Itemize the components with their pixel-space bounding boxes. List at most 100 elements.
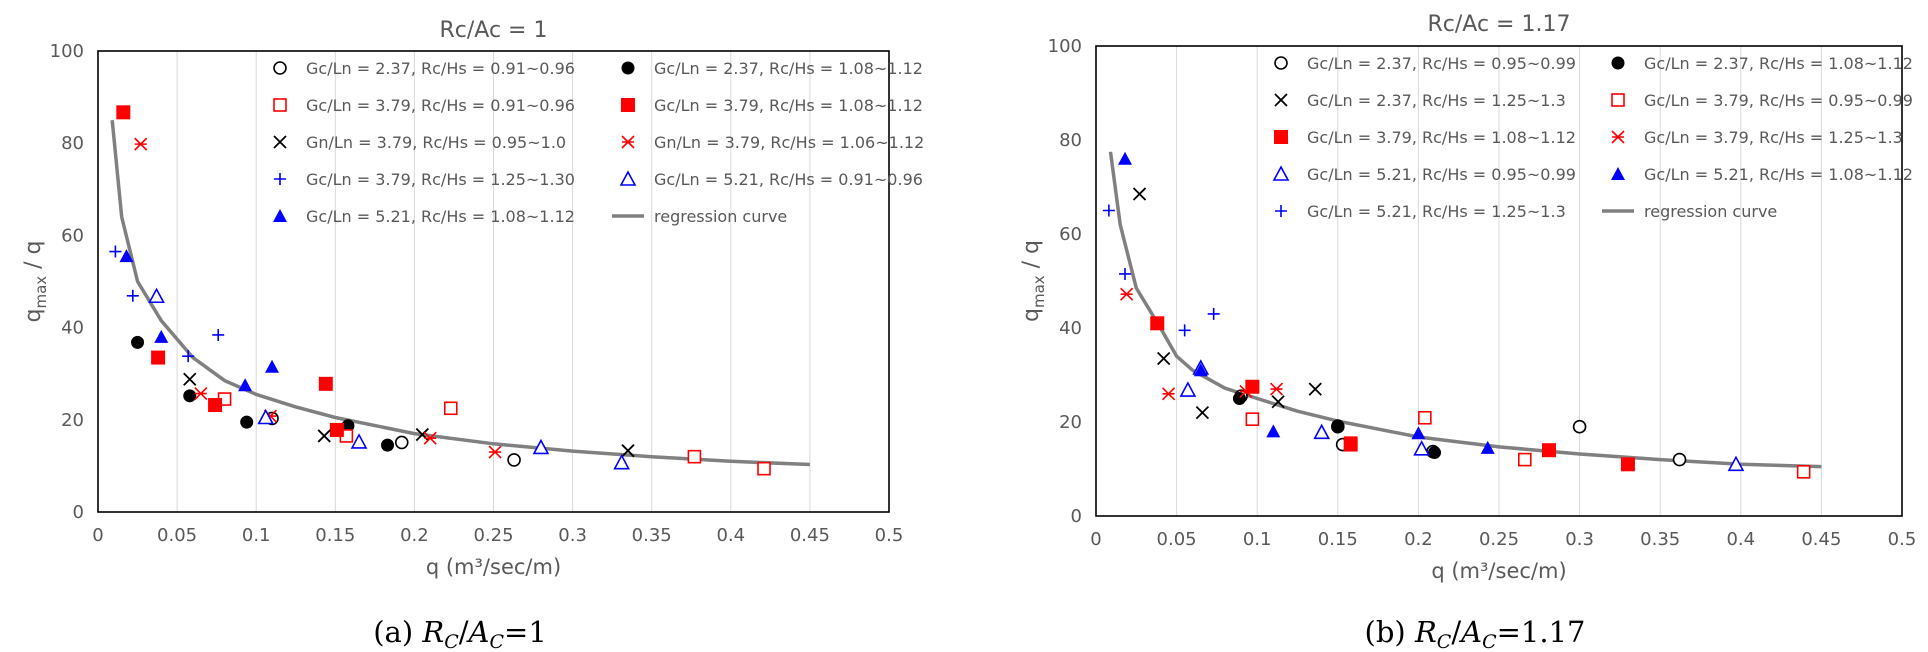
legend-entry: Gc/Ln = 5.21, Rc/Hs = 0.95~0.99 bbox=[1307, 165, 1576, 184]
data-point bbox=[1195, 405, 1210, 420]
y-tick-label: 0 bbox=[1071, 506, 1082, 527]
x-tick-label: 0.2 bbox=[1404, 529, 1433, 550]
data-point bbox=[1239, 384, 1253, 399]
legend-marker bbox=[274, 173, 286, 185]
data-point bbox=[116, 105, 131, 120]
y-tick-label: 60 bbox=[1059, 224, 1082, 245]
regression-curve bbox=[1108, 151, 1822, 469]
data-point bbox=[1413, 440, 1430, 456]
legend: Gc/Ln = 2.37, Rc/Hs = 0.91~0.96 Gc/Ln = 2… bbox=[273, 59, 924, 226]
data-point bbox=[1796, 465, 1811, 479]
legend-marker bbox=[1611, 167, 1625, 180]
legend-entry: Gc/Ln = 3.79, Rc/Hs = 1.25~1.3 bbox=[1644, 128, 1903, 147]
chart-rc-ac-1: 0 0.05 0.1 0.15 0.2 0.25 0.3 0.35 0.4 0.45 0.5 0 20 4… bbox=[21, 18, 924, 579]
legend-entry: Gc/Ln = 2.37, Rc/Hs = 0.91~0.96 bbox=[306, 59, 575, 78]
data-point bbox=[488, 445, 502, 459]
x-tick-label: 0.25 bbox=[1479, 529, 1519, 550]
legend-marker bbox=[1274, 93, 1288, 107]
data-point bbox=[126, 289, 139, 302]
data-point bbox=[1308, 382, 1322, 396]
legend-entry: Gc/Ln = 5.21, Rc/Hs = 0.91~0.96 bbox=[654, 170, 923, 189]
regression-curve bbox=[110, 120, 810, 467]
data-point bbox=[1541, 443, 1556, 458]
data-point bbox=[238, 378, 253, 392]
data-point bbox=[1269, 382, 1284, 396]
legend-entry: Gn/Ln = 3.79, Rc/Hs = 1.06~1.12 bbox=[654, 133, 924, 152]
data-point bbox=[1119, 267, 1132, 280]
legend-marker bbox=[621, 135, 635, 149]
data-point bbox=[151, 350, 166, 365]
data-point bbox=[1428, 446, 1442, 460]
data-point bbox=[1517, 452, 1532, 467]
data-point bbox=[381, 438, 395, 452]
data-point bbox=[109, 245, 122, 258]
legend-marker bbox=[273, 209, 287, 222]
data-point bbox=[212, 328, 225, 341]
data-point bbox=[318, 376, 333, 391]
data-point bbox=[265, 359, 280, 373]
data-point bbox=[1102, 204, 1115, 217]
x-axis-label: q (m³/sec/m) bbox=[426, 555, 561, 579]
data-point bbox=[119, 249, 134, 263]
x-tick-label: 0.45 bbox=[1801, 529, 1841, 550]
x-tick-label: 0.15 bbox=[1318, 529, 1358, 550]
x-tick-label: 0.4 bbox=[716, 525, 745, 546]
legend-entry: Gc/Ln = 2.37, Rc/Hs = 1.08~1.12 bbox=[654, 59, 923, 78]
chart-title: Rc/Ac = 1 bbox=[440, 18, 548, 43]
data-point bbox=[423, 431, 437, 445]
y-tick-label: 100 bbox=[50, 41, 84, 62]
data-point bbox=[131, 335, 145, 349]
x-tick-label: 0.1 bbox=[242, 525, 271, 546]
legend-marker bbox=[1274, 130, 1288, 144]
data-point bbox=[1343, 437, 1358, 452]
data-point bbox=[1620, 457, 1635, 472]
x-tick-label: 0.3 bbox=[1565, 529, 1594, 550]
x-tick-label: 0.5 bbox=[1888, 529, 1917, 550]
legend-entry: Gc/Ln = 2.37, Rc/Hs = 0.95~0.99 bbox=[1307, 54, 1576, 73]
y-tick-label: 20 bbox=[61, 410, 84, 431]
legend-marker bbox=[1611, 130, 1625, 144]
x-axis-label: q (m³/sec/m) bbox=[1431, 559, 1566, 583]
data-point bbox=[1132, 187, 1147, 201]
data-point bbox=[350, 433, 368, 449]
x-tick-label: 0 bbox=[92, 525, 103, 546]
data-point bbox=[1178, 324, 1191, 337]
x-tick-label: 0.5 bbox=[875, 525, 904, 546]
y-tick-label: 0 bbox=[73, 502, 84, 523]
data-point bbox=[687, 449, 702, 464]
legend-marker bbox=[619, 170, 637, 186]
data-point bbox=[317, 429, 331, 443]
data-point bbox=[1120, 287, 1134, 301]
data-point bbox=[183, 372, 197, 386]
y-axis-label: qmax / q bbox=[1019, 240, 1048, 322]
data-point bbox=[134, 137, 148, 151]
legend: Gc/Ln = 2.37, Rc/Hs = 0.95~0.99 Gc/Ln = 2… bbox=[1272, 54, 1913, 221]
x-tick-label: 0 bbox=[1090, 529, 1101, 550]
legend-entry: Gc/Ln = 3.79, Rc/Hs = 1.08~1.12 bbox=[654, 96, 923, 115]
data-point bbox=[1313, 423, 1331, 440]
data-point bbox=[1157, 351, 1171, 366]
x-tick-label: 0.25 bbox=[473, 525, 513, 546]
legend-entry: Gc/Ln = 2.37, Rc/Hs = 1.25~1.3 bbox=[1307, 91, 1566, 110]
legend-entry: Gc/Ln = 3.79, Rc/Hs = 0.91~0.96 bbox=[306, 96, 575, 115]
data-point bbox=[1331, 419, 1345, 433]
legend-entry: Gc/Ln = 5.21, Rc/Hs = 1.08~1.12 bbox=[306, 207, 575, 226]
x-tick-label: 0.35 bbox=[1640, 529, 1680, 550]
data-point bbox=[240, 415, 254, 429]
chart-rc-ac-1.17: 0 0.05 0.1 0.15 0.2 0.25 0.3 0.35 0.4 0.45 0.5 0 20 4… bbox=[1019, 12, 1916, 583]
data-point bbox=[1245, 379, 1260, 394]
data-point bbox=[194, 386, 208, 401]
data-point bbox=[1207, 307, 1220, 320]
data-point bbox=[1179, 381, 1197, 397]
data-point bbox=[1480, 440, 1495, 454]
legend-marker bbox=[1272, 165, 1290, 181]
legend-marker bbox=[1611, 93, 1625, 107]
y-axis-label: qmax / q bbox=[21, 240, 50, 322]
x-tick-label: 0.2 bbox=[400, 525, 429, 546]
legend-entry: Gc/Ln = 2.37, Rc/Hs = 1.08~1.12 bbox=[1644, 54, 1913, 73]
y-tick-label: 20 bbox=[1059, 412, 1082, 433]
y-tick-label: 80 bbox=[61, 133, 84, 154]
x-tick-label: 0.15 bbox=[315, 525, 355, 546]
data-point bbox=[1161, 387, 1176, 401]
